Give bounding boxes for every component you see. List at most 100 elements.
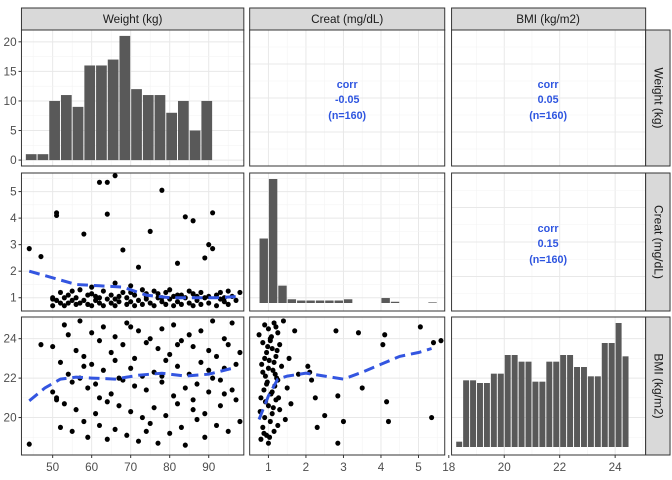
scatter-weight-bmi-point-10 [65,371,71,377]
scatter-creat-bmi-point-73 [382,332,388,338]
hist-bmi-bar-10 [525,361,532,447]
strip-layer: Weight (kg) Creat (mg/dL) BMI (kg/m2) We… [20,7,671,456]
strip-right-bmi [645,316,671,456]
hist-bmi-bar-22 [608,343,615,447]
scatter-creat-bmi-point-52 [261,430,267,436]
scatter-weight-bmi-point-20 [85,385,91,391]
scatter-creat-bmi-point-57 [270,405,276,411]
x-bmi-ticklabel-0: 18 [442,460,455,474]
scatter-creat-bmi-point-37 [284,385,290,391]
strip-top-bmi [451,7,647,31]
scatter-weight-bmi-point-101 [96,395,103,401]
hist-bmi-bar-0 [456,441,463,447]
strip-top-weight [20,7,245,31]
scatter-weight-creat-point-77 [186,288,192,294]
hist-creat-bar-4 [297,300,306,303]
scatter-creat-bmi-point-58 [272,371,278,377]
scatter-creat-bmi-point-63 [312,395,318,401]
scatter-weight-creat-point-19 [77,287,83,293]
scatter-creat-bmi-point-2 [258,436,264,442]
scatter-weight-creat-point-93 [217,296,223,302]
scatter-creat-bmi-point-76 [417,324,423,330]
scatter-weight-bmi-point-33 [108,391,114,397]
scatter-creat-bmi-point-3 [259,361,265,367]
scatter-weight-bmi-point-2 [50,389,56,395]
scatter-weight-creat-point-82 [198,289,204,296]
strip-right-creat [645,172,671,312]
scatter-creat-bmi-point-64 [314,424,320,430]
scatter-weight-bmi-point-102 [112,357,118,363]
fit-wrapper: Weight (kg) Creat (mg/dL) BMI (kg/m2) We… [4,7,671,474]
scatter-weight-creat-point-101 [96,295,103,301]
corr-weight-creat-title: corr [337,79,359,91]
scatter-weight-bmi-point-28 [100,367,106,373]
scatter-creat-bmi-point-47 [267,338,273,344]
scatter-weight-creat-point-52 [139,287,145,293]
scatter-weight-bmi-point-46 [135,438,142,444]
hist-creat-bar-12 [381,298,390,303]
scatter-weight-creat-point-32 [104,211,110,217]
scatter-weight-bmi-point-31 [104,436,110,442]
scatter-weight-bmi-point-53 [147,336,153,342]
scatter-weight-bmi-point-99 [237,418,243,425]
panel-r1-c1-border [249,172,446,312]
strip-right-weight [645,29,671,167]
hist-bmi-bar-18 [580,367,587,447]
scatter-weight-creat-point-99 [237,289,243,296]
scatter-weight-bmi-point-60 [163,412,169,419]
scatter-weight-creat-point-84 [202,255,208,261]
y-count-ticklabel-1: 5 [10,123,17,137]
hist-bmi-bar-1 [463,380,470,447]
scatter-creat-bmi-point-8 [262,414,268,421]
scatter-weight-bmi-point-57 [155,440,161,446]
scatter-weight-bmi-point-96 [233,397,239,403]
scatter-weight-bmi-point-74 [190,407,196,413]
scatter-weight-bmi-point-88 [217,377,223,383]
scatter-weight-bmi-point-104 [143,428,149,434]
smooth-creat-bmi-line [257,347,432,421]
scatter-weight-creat-point-24 [89,303,95,309]
strip-top-weight-label: Weight (kg) [103,12,163,26]
strip-top-creat-label: Creat (mg/dL) [311,12,383,26]
scatter-weight-bmi-point-62 [167,430,173,436]
scatter-creat-bmi-point-77 [429,414,435,421]
hist-bmi-bar-9 [518,361,525,447]
scatter-weight-bmi-point-89 [217,403,223,409]
scatter-weight-bmi-point-94 [229,387,235,393]
y-creat-ticklabel-1: 2 [10,264,17,278]
smooth-weight-bmi-line [28,366,233,402]
scatter-weight-creat-point-48 [132,303,138,309]
scatter-weight-bmi-point-49 [139,414,145,421]
scatter-creat-bmi-point-5 [260,340,266,346]
scatter-weight-bmi-point-1 [38,342,44,348]
y-count-ticklabel-4: 20 [4,35,17,49]
scatter-creat-bmi-point-49 [271,359,277,365]
scatter-weight-bmi-point-29 [100,324,106,330]
scatter-weight-bmi-point-23 [89,361,95,367]
scatter-weight-creat-point-42 [120,247,126,253]
scatter-weight-creat-point-30 [100,288,106,294]
scatter-weight-creat-point-59 [151,303,157,309]
scatter-weight-bmi-point-52 [147,420,153,427]
scatter-weight-creat-point-107 [190,291,196,297]
scatter-weight-bmi-point-42 [128,365,134,371]
hist-creat-bar-3 [287,299,297,303]
scatter-weight-creat-point-0 [26,246,32,252]
scatter-weight-creat-point-17 [73,295,79,301]
scatter-weight-bmi-point-50 [143,340,149,346]
scatter-creat-bmi-point-16 [266,357,272,363]
scatter-weight-creat-point-6 [50,303,56,309]
hist-creat-bar-1 [268,179,278,303]
scatter-creat-bmi-point-24 [271,320,277,326]
scatter-weight-creat-point-74 [182,214,188,220]
scatter-weight-creat-point-29 [96,300,103,306]
scatter-weight-bmi-point-43 [128,409,134,415]
scatter-creat-bmi-point-38 [286,355,292,361]
scatter-weight-creat-point-11 [61,295,67,301]
scatter-weight-creat-point-53 [139,301,145,307]
scatter-weight-creat-point-9 [57,300,64,306]
x-creat-ticklabel-4: 5 [415,460,422,474]
scatter-weight-bmi-point-26 [96,338,103,344]
scatter-weight-bmi-point-13 [69,428,75,434]
